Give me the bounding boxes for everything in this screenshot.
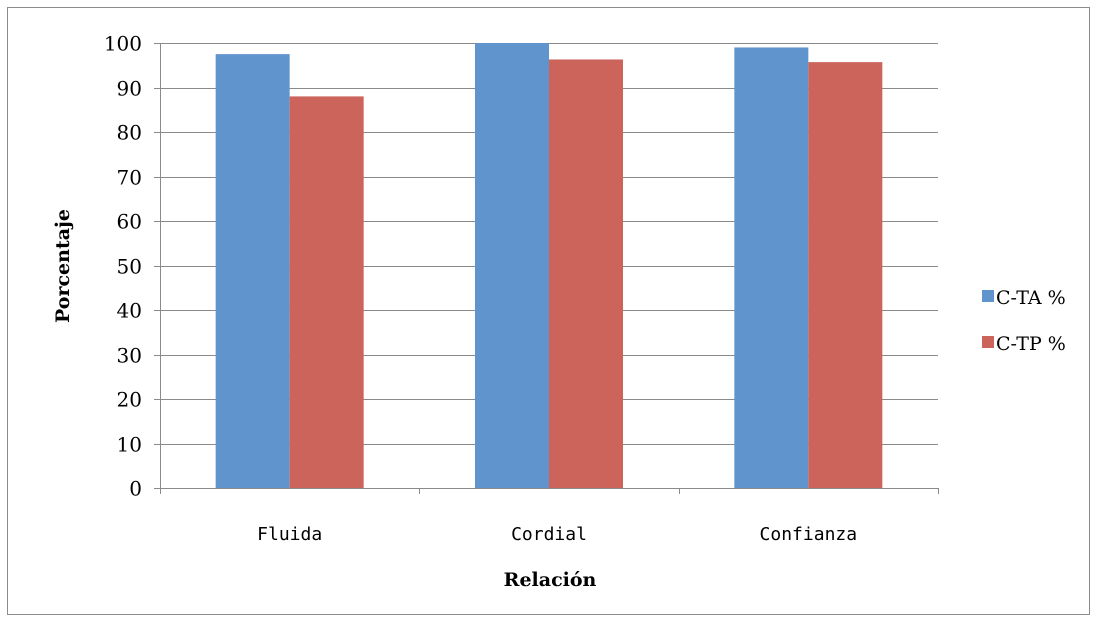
x-axis-title: Relación (504, 569, 597, 591)
bars (215, 43, 883, 489)
tick-labels: 0 10 20 30 40 50 60 70 80 90 100 Fluida Cordial Confi… (104, 32, 857, 546)
y-tick-label: 10 (117, 433, 142, 457)
bar-c-ta-cordial (475, 43, 549, 488)
x-tick-label: Fluida (257, 524, 322, 545)
bar-c-ta-confianza (734, 47, 809, 488)
x-tick-label: Cordial (511, 524, 587, 545)
y-tick-label: 40 (117, 299, 142, 323)
y-tick-label: 30 (117, 344, 142, 368)
legend-swatch (982, 290, 994, 302)
y-tick-label: 70 (117, 166, 142, 190)
x-tick-label: Confianza (760, 524, 858, 545)
legend: C-TA % C-TP % (982, 287, 1066, 355)
legend-swatch (982, 336, 994, 348)
y-tick-label: 50 (117, 255, 142, 279)
bar-c-ta-fluida (215, 54, 290, 488)
y-tick-label: 80 (117, 121, 142, 145)
bar-c-tp-cordial (549, 59, 623, 489)
y-tick-label: 60 (117, 210, 142, 234)
y-tick-label: 20 (117, 388, 142, 412)
bar-c-tp-fluida (289, 96, 364, 489)
y-axis-title: Porcentaje (52, 209, 74, 323)
axes (154, 43, 939, 494)
y-tick-label: 100 (104, 32, 142, 56)
y-tick-label: 90 (117, 77, 142, 101)
bar-c-tp-confianza (808, 62, 883, 488)
y-tick-label: 0 (129, 477, 142, 501)
legend-label: C-TA % (996, 287, 1066, 309)
legend-label: C-TP % (996, 333, 1066, 355)
